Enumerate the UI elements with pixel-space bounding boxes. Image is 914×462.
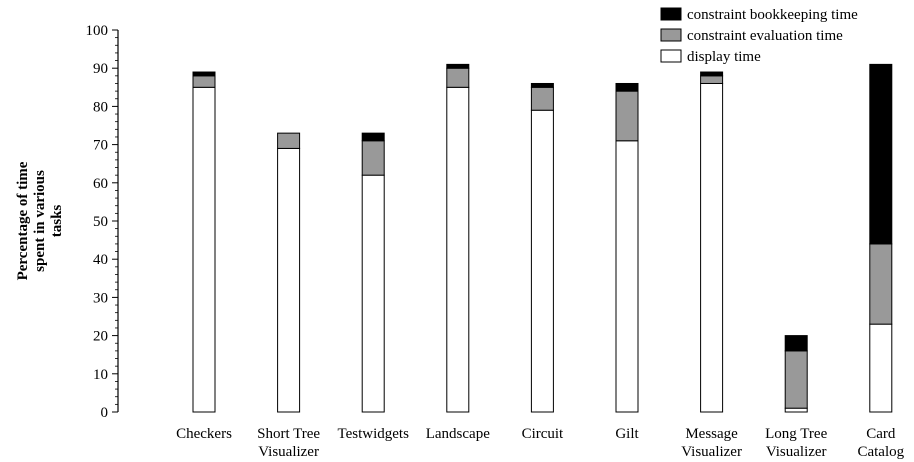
x-category-label: Visualizer [258,444,319,460]
y-tick-label: 50 [93,214,108,230]
legend-item: constraint bookkeeping time [660,7,858,23]
y-tick-label: 10 [93,367,108,383]
y-axis-label: Percentage of time spent in various tasks [15,161,65,280]
bars [192,63,893,413]
y-tick-label: 100 [86,23,109,39]
bar-segment-constraint-bookkeeping-time [784,335,808,352]
x-category-label: Short Tree [257,426,320,442]
legend-swatch [660,28,682,42]
x-axis-labels: Checkers Short Tree Visualizer Testwidgets L… [176,426,905,460]
y-tick-label: 90 [93,61,108,77]
bar-segment-constraint-bookkeeping-time [446,63,470,69]
legend-swatch [660,49,682,63]
bar-stack [361,132,385,413]
bar-segment-constraint-bookkeeping-time [869,63,893,245]
bar-segment-display-time [446,86,470,413]
bar-segment-constraint-bookkeeping-time [700,71,724,77]
x-category-label: Catalog [857,444,904,460]
bar-segment-constraint-evaluation-time [192,75,216,88]
y-tick-label: 40 [93,252,108,268]
bar-segment-constraint-bookkeeping-time [615,82,639,92]
bar-segment-constraint-bookkeeping-time [192,71,216,77]
bar-segment-display-time [277,147,301,413]
bar-segment-constraint-evaluation-time [615,90,639,142]
legend-label: constraint evaluation time [687,28,843,44]
x-category-label: Visualizer [681,444,742,460]
bar-segment-constraint-evaluation-time [700,75,724,84]
bar-stack [700,71,724,413]
y-axis-title-line: tasks [49,205,65,238]
x-category-label: Message [685,426,738,442]
bar-segment-constraint-evaluation-time [530,86,554,111]
bar-stack [446,63,470,413]
bar-segment-constraint-bookkeeping-time [530,82,554,88]
bar-stack [784,335,808,413]
y-tick-label: 70 [93,138,108,154]
bar-segment-constraint-evaluation-time [361,140,385,176]
bar-segment-display-time [869,323,893,413]
bar-segment-display-time [784,407,808,413]
x-category-label: Checkers [176,426,232,442]
bar-stack [192,71,216,413]
bar-segment-constraint-evaluation-time [446,67,470,88]
bar-segment-constraint-evaluation-time [784,350,808,409]
bar-segment-constraint-evaluation-time [869,243,893,325]
y-axis-title-line: spent in various [32,170,48,272]
y-tick-label: 30 [93,290,108,306]
bar-stack [869,63,893,413]
x-category-label: Circuit [522,426,564,442]
bar-stack [277,132,301,413]
bar-stack [615,82,639,413]
x-category-label: Landscape [426,426,490,442]
x-category-label: Gilt [615,426,639,442]
bar-segment-constraint-bookkeeping-time [361,132,385,142]
bar-segment-display-time [615,140,639,413]
legend-swatch [660,7,682,21]
legend-label: display time [687,49,761,65]
x-category-label: Long Tree [765,426,827,442]
bar-segment-display-time [192,86,216,413]
y-tick-label: 20 [93,329,108,345]
legend-item: display time [660,49,761,65]
bar-stack [530,82,554,413]
y-tick-label: 80 [93,99,108,115]
legend-label: constraint bookkeeping time [687,7,858,23]
x-category-label: Visualizer [766,444,827,460]
bar-segment-display-time [530,109,554,413]
y-axis-title-line: Percentage of time [15,161,31,280]
y-tick-label: 60 [93,176,108,192]
bar-segment-display-time [700,82,724,413]
x-category-label: Testwidgets [337,426,409,442]
legend-item: constraint evaluation time [660,28,843,44]
bar-segment-display-time [361,174,385,413]
legend: constraint bookkeeping time constraint ev… [660,7,858,65]
y-axis: 0 10 20 30 40 50 60 70 80 90 100 [86,23,119,421]
bar-segment-constraint-evaluation-time [277,132,301,149]
x-category-label: Card [866,426,896,442]
y-tick-label: 0 [101,405,109,421]
